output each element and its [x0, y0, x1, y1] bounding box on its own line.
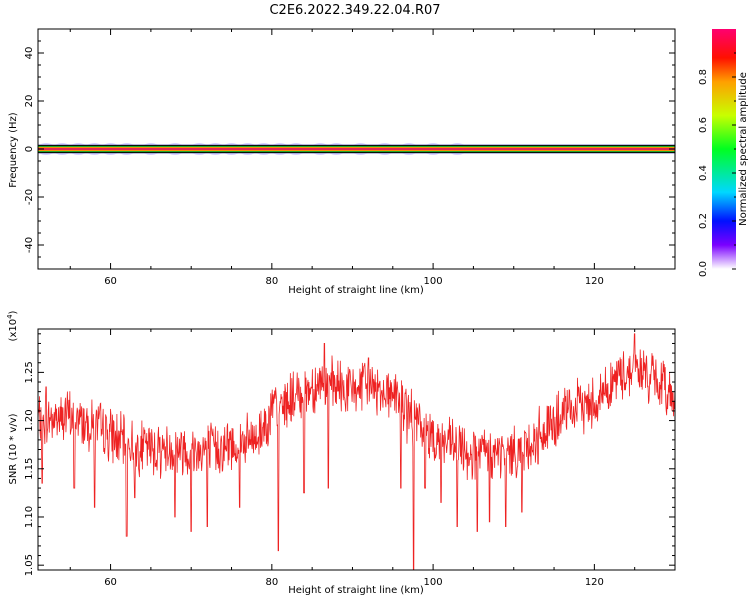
y-tick-label: 1.05 — [24, 554, 35, 576]
spectrogram-y-axis-label: Frequency (Hz) — [8, 112, 19, 188]
x-tick-label: 100 — [424, 276, 443, 287]
snr-x-axis-label: Height of straight line (km) — [288, 585, 424, 596]
chart-title: C2E6.2022.349.22.04.R07 — [269, 3, 440, 18]
spectrogram-panel: 60 80 100 120 -40 -20 0 20 40 Height of straigh… — [8, 28, 676, 296]
y-tick-label: -20 — [24, 189, 35, 205]
colorbar-gradient — [712, 29, 736, 269]
snr-plot-area — [38, 333, 675, 570]
colorbar-tick-label: 0.6 — [698, 117, 709, 133]
colorbar-tick-label: 0.2 — [698, 213, 709, 229]
colorbar: 0.0 0.2 0.4 0.6 0.8 Normalized spectral ampl… — [698, 29, 749, 277]
colorbar-tick-label: 0.0 — [698, 261, 709, 277]
x-tick-label: 80 — [265, 276, 278, 287]
snr-panel: 60 80 100 120 1.05 1.10 1.15 1.20 1.25 Height o… — [6, 310, 676, 596]
y-tick-label: 20 — [24, 95, 35, 108]
x-tick-label: 120 — [585, 577, 604, 588]
y-tick-label: 1.15 — [24, 458, 35, 480]
spectral-band-center — [38, 148, 675, 150]
snr-multiplier-label: (x104) — [6, 310, 19, 341]
y-tick-label: 0 — [24, 146, 35, 152]
x-tick-label: 100 — [424, 577, 443, 588]
snr-frame — [37, 328, 676, 571]
colorbar-tick-label: 0.8 — [698, 69, 709, 85]
colorbar-tick-label: 0.4 — [698, 165, 709, 181]
x-tick-label: 60 — [104, 577, 117, 588]
snr-y-ticks: 1.05 1.10 1.15 1.20 1.25 — [24, 333, 675, 576]
spectrogram-x-axis-label: Height of straight line (km) — [288, 285, 424, 296]
spectrogram-x-ticks: 60 80 100 120 — [69, 29, 676, 287]
spectrogram-y-ticks: -40 -20 0 20 40 — [24, 40, 675, 258]
y-tick-label: 1.20 — [24, 409, 35, 431]
snr-series-line — [38, 333, 675, 570]
x-tick-label: 60 — [104, 276, 117, 287]
snr-y-axis-label: SNR (10 * v/v) — [8, 413, 19, 484]
y-tick-label: 1.25 — [24, 361, 35, 383]
spectrogram-plot-area — [38, 143, 675, 155]
snr-x-ticks: 60 80 100 120 — [69, 329, 676, 588]
x-tick-label: 80 — [265, 577, 278, 588]
x-tick-label: 120 — [585, 276, 604, 287]
y-tick-label: 40 — [24, 47, 35, 60]
colorbar-label: Normalized spectral amplitude — [738, 72, 749, 226]
y-tick-label: 1.10 — [24, 506, 35, 528]
colorbar-ticks: 0.0 0.2 0.4 0.6 0.8 — [698, 52, 736, 277]
y-tick-label: -40 — [24, 237, 35, 253]
